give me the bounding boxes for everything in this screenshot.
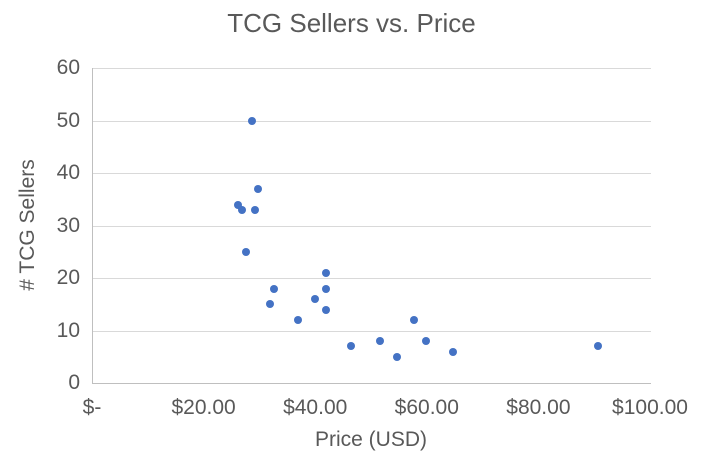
chart-title: TCG Sellers vs. Price	[227, 8, 476, 38]
data-point	[253, 184, 262, 193]
y-tick-label-40: 40	[56, 161, 80, 184]
data-point	[294, 316, 303, 324]
x-tick-label-0: $-	[82, 396, 102, 419]
data-point	[347, 342, 356, 351]
data-point	[248, 116, 257, 125]
data-point	[270, 284, 279, 293]
data-point	[310, 295, 319, 303]
gridline-y-10	[93, 330, 651, 332]
data-point	[593, 342, 602, 351]
x-axis-title: Price (USD)	[314, 428, 427, 451]
data-point	[242, 247, 251, 256]
data-point	[238, 205, 247, 214]
y-tick-label-0: 0	[68, 371, 80, 394]
data-point	[250, 205, 259, 214]
x-tick-label-80: $80.00	[506, 396, 571, 419]
y-tick-label-20: 20	[56, 266, 80, 289]
y-tick-label-10: 10	[56, 318, 80, 342]
x-tick-label-20: $20.00	[171, 396, 236, 419]
data-point	[321, 284, 330, 293]
data-point	[376, 337, 385, 345]
plot-area	[92, 68, 651, 384]
x-tick-label-100: $100.00	[612, 396, 688, 419]
y-tick-label-30: 30	[56, 213, 80, 237]
data-point	[321, 305, 330, 314]
gridline-y-40	[93, 173, 651, 174]
y-tick-label-50: 50	[56, 108, 80, 132]
data-point	[393, 352, 402, 361]
data-point	[409, 316, 418, 324]
gridline-y-30	[93, 225, 651, 227]
data-point	[234, 200, 243, 209]
x-tick-label-60: $60.00	[394, 396, 459, 419]
gridline-y-60	[93, 68, 651, 69]
data-point	[448, 347, 457, 356]
gridline-y-20	[93, 278, 651, 279]
y-tick-label-60: 60	[56, 56, 80, 79]
data-point	[422, 337, 431, 345]
data-point	[266, 300, 275, 309]
gridline-y-50	[93, 120, 651, 122]
data-point	[321, 268, 330, 277]
x-tick-label-40: $40.00	[283, 396, 348, 419]
